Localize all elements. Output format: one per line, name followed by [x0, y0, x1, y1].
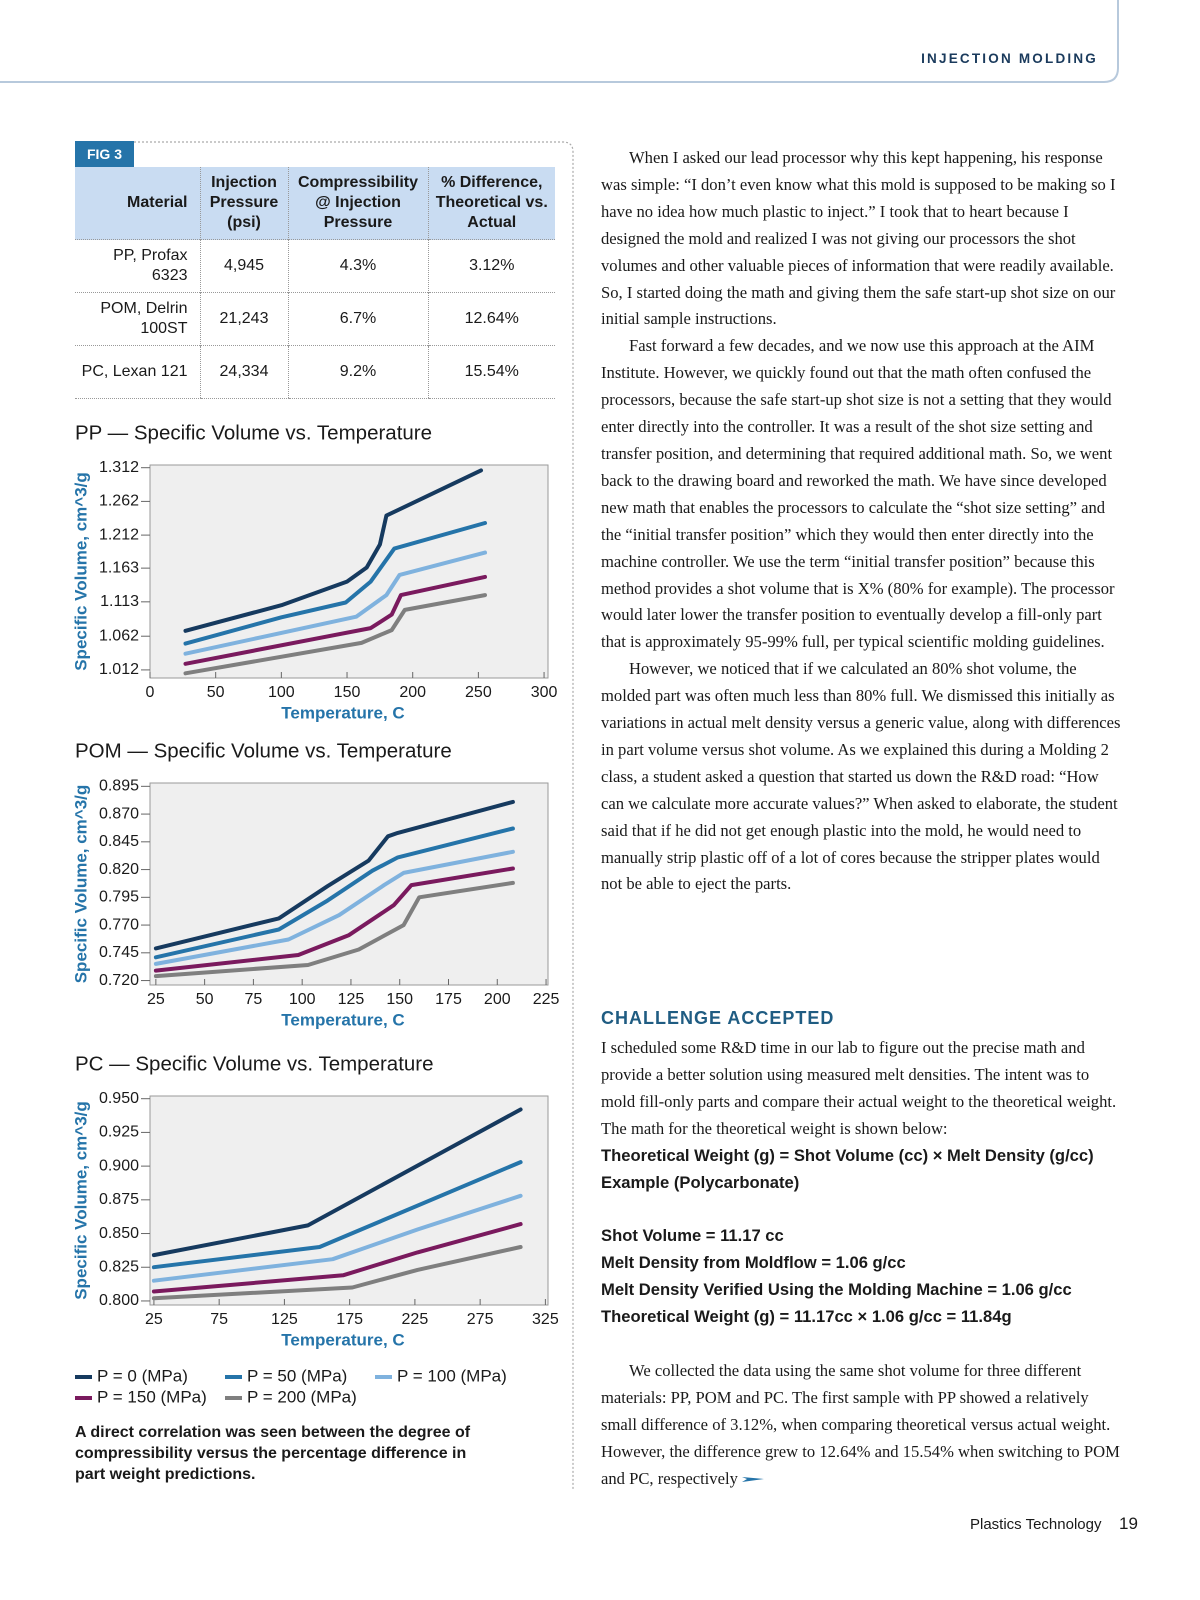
table-cell: 24,334	[199, 345, 288, 399]
paragraph: We collected the data using the same sho…	[601, 1361, 1120, 1488]
section-label: INJECTION MOLDING	[921, 51, 1098, 66]
paragraph: Fast forward a few decades, and we now u…	[601, 336, 1115, 652]
table-cell: 21,243	[199, 292, 288, 346]
table-cell: PP, Profax 6323	[75, 239, 200, 293]
figure-label: FIG 3	[75, 141, 134, 167]
header-cell: Material	[75, 167, 200, 240]
table-cell: PC, Lexan 121	[75, 345, 200, 399]
table-cell: 6.7%	[287, 292, 428, 346]
table-cell: POM, Delrin 100ST	[75, 292, 200, 346]
table-row: POM, Delrin 100ST 21,243 6.7% 12.64%	[75, 292, 555, 346]
table-cell: 4,945	[199, 239, 288, 293]
example-line: Melt Density Verified Using the Molding …	[601, 1280, 1072, 1300]
table-row: PC, Lexan 121 24,334 9.2% 15.54%	[75, 345, 555, 399]
table-cell: 3.12%	[427, 239, 555, 293]
example-line: Shot Volume = 11.17 cc	[601, 1226, 784, 1246]
paragraph: I scheduled some R&D time in our lab to …	[601, 1038, 1117, 1138]
table-cell: 15.54%	[427, 345, 555, 399]
header-cell: Injection Pressure (psi)	[199, 167, 288, 240]
table-cell: 12.64%	[427, 292, 555, 346]
publication: Plastics Technology	[970, 1516, 1102, 1533]
paragraph: When I asked our lead processor why this…	[601, 148, 1116, 329]
table-header: Material Injection Pressure (psi) Compress…	[75, 167, 555, 240]
formula: Theoretical Weight (g) = Shot Volume (cc…	[601, 1145, 1094, 1165]
header-rule	[0, 0, 1119, 83]
figure-caption: A direct correlation was seen between th…	[75, 1424, 471, 1483]
example-line: Melt Density from Moldflow = 1.06 g/cc	[601, 1253, 906, 1273]
table-row: PP, Profax 6323 4,945 4.3% 3.12%	[75, 239, 555, 293]
data-table: Material Injection Pressure (psi) Compress…	[75, 167, 555, 399]
closing-paragraph: We collected the data using the same sho…	[601, 1358, 1123, 1493]
example-line: Theoretical Weight (g) = 11.17cc × 1.06 …	[601, 1307, 1012, 1327]
table-body: PP, Profax 6323 4,945 4.3% 3.12% POM, Delrin…	[75, 239, 555, 399]
paragraph: However, we noticed that if we calculate…	[601, 659, 1121, 894]
table-cell: 9.2%	[287, 345, 428, 399]
example-title: Example (Polycarbonate)	[601, 1172, 800, 1192]
continue-arrow	[741, 1476, 764, 1482]
article-text: When I asked our lead processor why this…	[601, 145, 1121, 898]
column-rule	[134, 141, 574, 1490]
section-heading: CHALLENGE ACCEPTED	[601, 1008, 835, 1028]
article-body: I scheduled some R&D time in our lab to …	[601, 1035, 1123, 1331]
table-cell: 4.3%	[287, 239, 428, 293]
page-number: 19	[1119, 1514, 1138, 1533]
header-cell: Compressibility @ Injection Pressure	[287, 167, 428, 240]
header-cell: % Difference, Theoretical vs. Actual	[427, 167, 555, 240]
